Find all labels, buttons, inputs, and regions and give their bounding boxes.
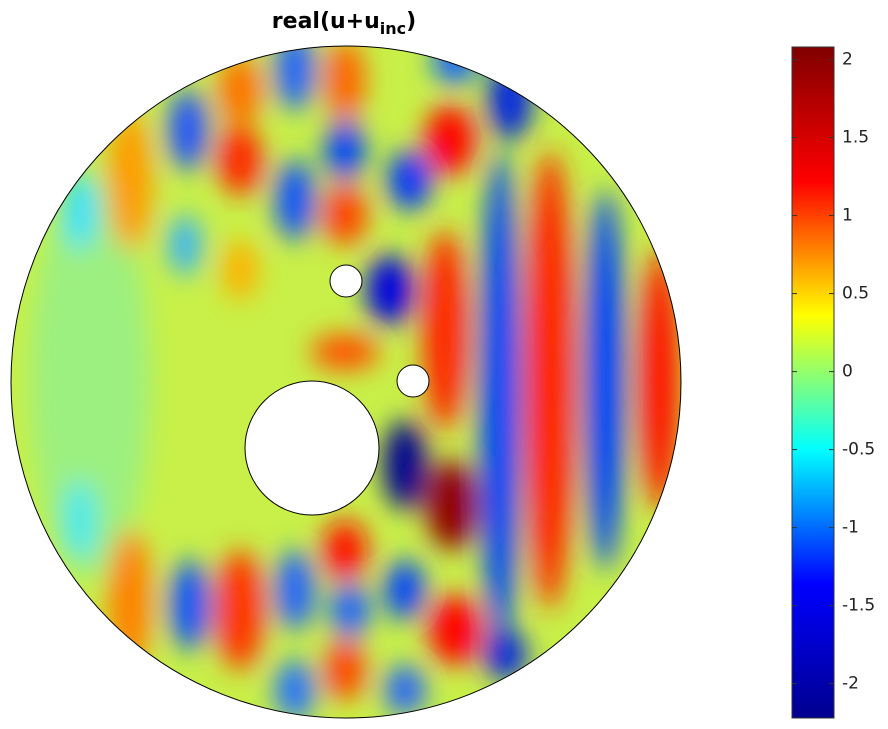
colorbar-tick-label: 1 bbox=[842, 206, 853, 226]
field bbox=[11, 46, 681, 718]
scatterer bbox=[396, 364, 430, 398]
title-close: ) bbox=[406, 9, 416, 34]
colorbar-tick-label: 0.5 bbox=[842, 284, 869, 304]
colorbar-tick-label: -2 bbox=[842, 674, 859, 694]
scatterer bbox=[329, 264, 363, 298]
colorbar-tick-label: -1 bbox=[842, 518, 859, 538]
colorbar-tick-label: 0 bbox=[842, 362, 853, 382]
colorbar-tick-label: -1.5 bbox=[842, 596, 875, 616]
title-subscript: inc bbox=[380, 19, 406, 38]
domain-boundary bbox=[10, 45, 682, 719]
colorbar-tick-label: -0.5 bbox=[842, 440, 875, 460]
colorbar bbox=[791, 46, 835, 719]
title-main: real(u+u bbox=[272, 9, 380, 34]
colorbar-tick-label: 2 bbox=[842, 49, 853, 69]
colorbar-tick-label: 1.5 bbox=[842, 128, 869, 148]
chart-title: real(u+uinc) bbox=[272, 9, 416, 38]
scatterer bbox=[244, 380, 380, 516]
